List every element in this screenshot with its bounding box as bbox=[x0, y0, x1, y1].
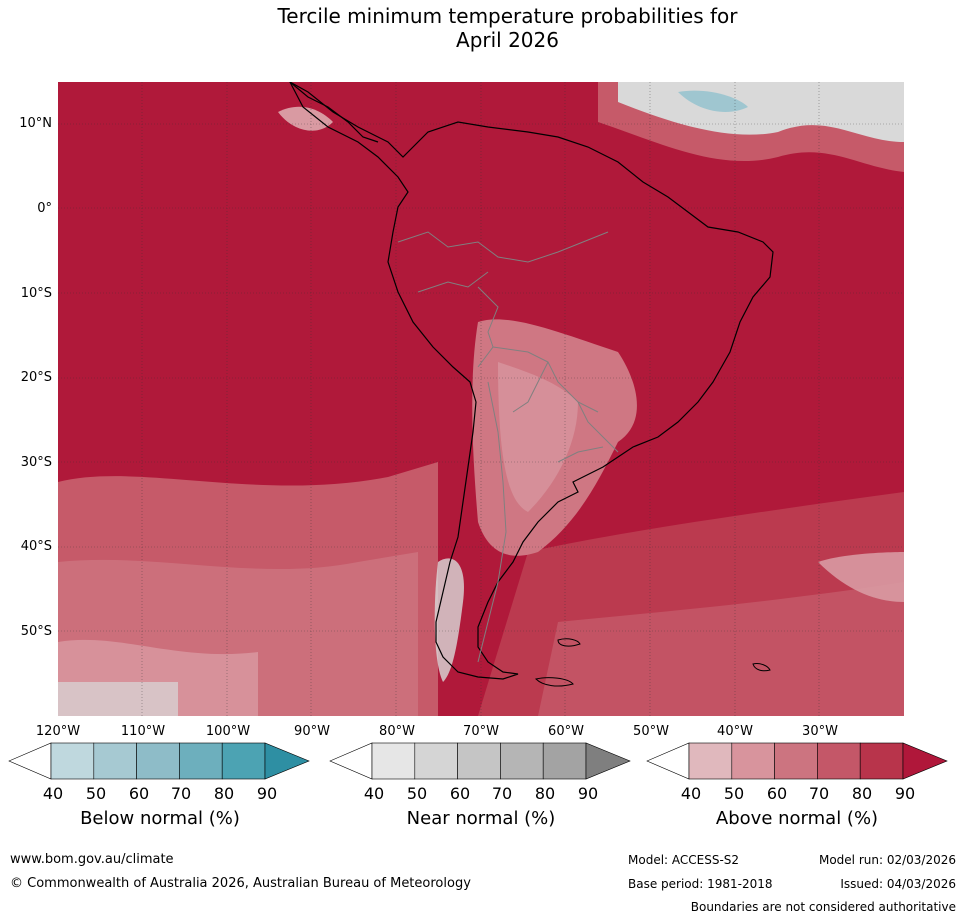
colorbar-max-arrow bbox=[585, 742, 631, 780]
tick-label: 60 bbox=[766, 784, 788, 803]
tick-label: 80 bbox=[213, 784, 235, 803]
colorbar-segment bbox=[500, 742, 544, 780]
lat-label: 50°S bbox=[20, 624, 52, 639]
colorbar-segment bbox=[542, 742, 587, 780]
lat-label: 30°S bbox=[20, 455, 52, 470]
colorbar-above bbox=[646, 742, 948, 780]
copyright-text: © Commonwealth of Australia 2026, Austra… bbox=[10, 876, 471, 891]
tick-label: 50 bbox=[85, 784, 107, 803]
lat-label: 0° bbox=[37, 201, 52, 216]
base-period-text: Base period: 1981-2018 bbox=[628, 877, 773, 891]
tick-label: 50 bbox=[723, 784, 745, 803]
title-line-2: April 2026 bbox=[456, 28, 559, 52]
colorbar-label-near: Near normal (%) bbox=[406, 808, 556, 829]
colorbar-min-arrow bbox=[329, 742, 373, 780]
tick-label: 90 bbox=[256, 784, 278, 803]
colorbar-segment bbox=[774, 742, 818, 780]
tick-label: 90 bbox=[894, 784, 916, 803]
colorbar-near bbox=[329, 742, 631, 780]
colorbar-segment bbox=[414, 742, 458, 780]
tick-label: 90 bbox=[577, 784, 599, 803]
colorbar-segment bbox=[136, 742, 180, 780]
tick-label: 40 bbox=[42, 784, 64, 803]
website-link[interactable]: www.bom.gov.au/climate bbox=[10, 852, 174, 867]
lon-label: 110°W bbox=[120, 724, 166, 739]
colorbar-segment bbox=[859, 742, 904, 780]
page-title: Tercile minimum temperature probabilitie… bbox=[0, 4, 965, 52]
lon-label: 100°W bbox=[205, 724, 251, 739]
boundaries-disclaimer: Boundaries are not considered authoritat… bbox=[690, 900, 956, 914]
model-text: Model: ACCESS-S2 bbox=[628, 853, 740, 867]
tick-label: 80 bbox=[851, 784, 873, 803]
tick-label: 70 bbox=[491, 784, 513, 803]
tick-label: 70 bbox=[808, 784, 830, 803]
colorbar-segment bbox=[817, 742, 861, 780]
colorbar-segment bbox=[371, 742, 416, 780]
tick-label: 80 bbox=[534, 784, 556, 803]
tick-label: 40 bbox=[680, 784, 702, 803]
lon-label: 80°W bbox=[379, 724, 415, 739]
colorbar-segment bbox=[179, 742, 223, 780]
colorbar-segment bbox=[221, 742, 266, 780]
tick-label: 70 bbox=[170, 784, 192, 803]
model-run-text: Model run: 02/03/2026 bbox=[818, 853, 956, 867]
probability-map bbox=[58, 82, 904, 716]
tick-label: 60 bbox=[449, 784, 471, 803]
lat-label: 20°S bbox=[20, 370, 52, 385]
colorbar-below bbox=[8, 742, 310, 780]
colorbar-segment bbox=[731, 742, 775, 780]
lon-label: 60°W bbox=[548, 724, 584, 739]
colorbar-min-arrow bbox=[646, 742, 690, 780]
colorbar-min-arrow bbox=[8, 742, 52, 780]
tick-label: 60 bbox=[128, 784, 150, 803]
lon-label: 30°W bbox=[802, 724, 838, 739]
lon-label: 40°W bbox=[717, 724, 753, 739]
title-line-1: Tercile minimum temperature probabilitie… bbox=[277, 4, 738, 28]
lon-label: 120°W bbox=[35, 724, 81, 739]
colorbar-segment bbox=[93, 742, 137, 780]
lon-label: 70°W bbox=[463, 724, 499, 739]
colorbar-segment bbox=[457, 742, 501, 780]
colorbar-max-arrow bbox=[902, 742, 948, 780]
colorbar-max-arrow bbox=[264, 742, 310, 780]
colorbar-segment bbox=[688, 742, 733, 780]
tick-label: 50 bbox=[406, 784, 428, 803]
colorbar-segment bbox=[50, 742, 95, 780]
tick-label: 40 bbox=[363, 784, 385, 803]
colorbar-label-below: Below normal (%) bbox=[80, 808, 240, 829]
lon-label: 50°W bbox=[633, 724, 669, 739]
lat-label: 40°S bbox=[20, 539, 52, 554]
lon-label: 90°W bbox=[294, 724, 330, 739]
issued-text: Issued: 04/03/2026 bbox=[840, 877, 956, 891]
lat-label: 10°S bbox=[20, 286, 52, 301]
colorbar-label-above: Above normal (%) bbox=[715, 808, 879, 829]
lat-label: 10°N bbox=[19, 116, 52, 131]
